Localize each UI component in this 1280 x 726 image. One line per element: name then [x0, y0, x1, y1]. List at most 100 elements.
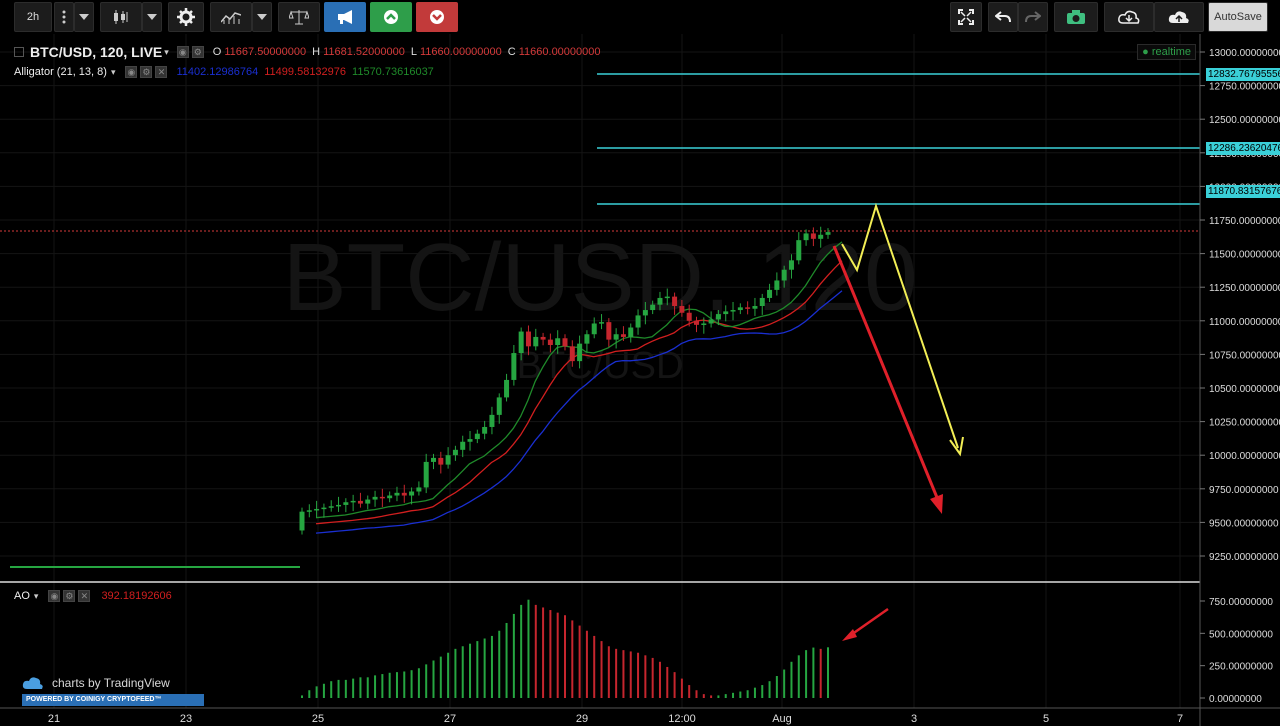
ao-bar	[483, 638, 486, 698]
ao-bar	[797, 655, 800, 698]
chart-canvas[interactable]: BTC/USD, 120 BTC/USD 13000.00000000 12750…	[0, 34, 1280, 726]
candle-body	[767, 289, 773, 298]
ao-bar	[622, 650, 625, 698]
price-tick-label: 11000.00000000	[1209, 317, 1280, 328]
ao-title[interactable]: AO	[14, 590, 30, 602]
high-value: 11681.52000000	[323, 46, 405, 58]
price-axis[interactable]: 13000.00000000 12750.00000000 12500.000000…	[1200, 48, 1280, 563]
candle-body	[664, 296, 670, 299]
candle-body	[511, 353, 517, 380]
ao-bar	[710, 695, 713, 698]
interval-button[interactable]: 2h	[14, 2, 52, 32]
yellow-forecast-path[interactable]	[841, 202, 964, 457]
time-tick-label: 3	[911, 713, 917, 725]
tradingview-logo[interactable]: charts by TradingView	[22, 676, 170, 690]
ao-legend[interactable]: AO ▾ ◉ ⚙ ✕ 392.18192606	[14, 590, 172, 602]
ao-bar	[717, 695, 720, 698]
more-vertical-icon[interactable]	[54, 2, 74, 32]
symbol-chevron-icon[interactable]: ▾	[164, 46, 169, 57]
main-legend[interactable]: BTC/USD, 120, LIVE ▾ ◉ ⚙ O 11667.5000000…	[14, 44, 601, 60]
alligator-chevron-icon[interactable]: ▾	[110, 66, 116, 77]
red-forecast-arrow[interactable]	[832, 245, 943, 514]
cloud-download-icon[interactable]	[1104, 2, 1154, 32]
indicators-chevron-icon[interactable]	[252, 2, 272, 32]
candle-body	[818, 234, 824, 239]
sell-down-chevron-icon[interactable]	[416, 2, 458, 32]
ao-chevron-icon[interactable]: ▾	[33, 590, 39, 601]
alligator-settings-icon[interactable]: ⚙	[140, 66, 153, 78]
ao-bar	[658, 661, 661, 698]
candle-body	[350, 500, 356, 503]
ao-settings-icon[interactable]: ⚙	[63, 590, 76, 602]
close-value: 11660.00000000	[518, 46, 601, 58]
realtime-badge[interactable]: ● realtime	[1137, 44, 1196, 60]
candle-body	[474, 433, 480, 440]
buy-up-chevron-icon[interactable]	[370, 2, 412, 32]
level-tag-3: 11870.83157676	[1206, 185, 1280, 198]
candle-body	[555, 338, 561, 345]
tradingview-text: charts by TradingView	[52, 676, 170, 690]
ao-bar	[337, 679, 340, 698]
top-toolbar: 2h AutoSav	[0, 0, 1280, 34]
ao-bar	[542, 607, 545, 698]
chart-style-chevron-icon[interactable]	[142, 2, 162, 32]
candle-body	[584, 334, 590, 344]
candles-style-icon[interactable]	[100, 2, 142, 32]
alligator-eye-icon[interactable]: ◉	[125, 66, 138, 78]
candle-body	[715, 314, 721, 320]
symbol-title[interactable]: BTC/USD, 120, LIVE	[30, 44, 163, 60]
candle-body	[328, 506, 334, 508]
alligator-close-icon[interactable]: ✕	[155, 66, 168, 78]
fullscreen-icon[interactable]	[950, 2, 982, 32]
eye-icon[interactable]: ◉	[176, 46, 189, 58]
compare-scale-icon[interactable]	[278, 2, 320, 32]
candle-body	[518, 331, 524, 354]
ao-bar	[571, 620, 574, 698]
ao-bar	[673, 672, 676, 698]
price-tick-label: 12750.00000000	[1209, 82, 1280, 93]
high-label: H	[312, 46, 321, 58]
settings-gear-icon[interactable]	[168, 2, 204, 32]
time-tick-label: 5	[1043, 713, 1049, 725]
ao-red-arrow[interactable]	[842, 607, 889, 641]
ao-bar	[359, 677, 362, 698]
open-value: 11667.50000000	[224, 46, 307, 58]
cloud-upload-icon[interactable]	[1154, 2, 1204, 32]
ao-bar	[301, 695, 303, 698]
time-tick-label: 12:00	[668, 713, 696, 725]
candle-body	[752, 306, 758, 309]
candle-body	[533, 336, 539, 347]
time-tick-label: 29	[576, 713, 588, 725]
collapse-box-icon[interactable]	[14, 47, 24, 57]
ao-close-icon[interactable]: ✕	[78, 590, 91, 602]
ao-value: 392.18192606	[101, 590, 172, 602]
settings-small-icon[interactable]: ⚙	[191, 46, 204, 58]
ao-bar	[476, 641, 479, 698]
ao-eye-icon[interactable]: ◉	[48, 590, 61, 602]
candle-body	[379, 496, 385, 499]
candle-body	[759, 297, 765, 307]
alligator-title[interactable]: Alligator (21, 13, 8)	[14, 66, 107, 78]
camera-snapshot-icon[interactable]	[1054, 2, 1098, 32]
candle-body	[686, 312, 692, 321]
undo-icon[interactable]	[988, 2, 1018, 32]
autosave-button[interactable]: AutoSave	[1208, 2, 1268, 32]
time-axis[interactable]: 21 23 25 27 29 12:00 Aug 3 5 7	[48, 713, 1183, 725]
horizontal-levels[interactable]	[597, 73, 1200, 205]
redo-icon[interactable]	[1018, 2, 1048, 32]
price-tick-label: 11750.00000000	[1209, 216, 1280, 227]
ao-bar	[695, 690, 698, 698]
announcement-megaphone-icon[interactable]	[324, 2, 366, 32]
chart-area[interactable]: BTC/USD, 120 BTC/USD 13000.00000000 12750…	[0, 34, 1280, 726]
candle-body	[781, 269, 787, 281]
tradingview-cloud-icon	[22, 677, 43, 689]
alligator-legend[interactable]: Alligator (21, 13, 8) ▾ ◉ ⚙ ✕ 11402.1298…	[14, 66, 434, 78]
candle-body	[357, 500, 363, 504]
ao-bar	[454, 648, 457, 698]
indicators-icon[interactable]	[210, 2, 252, 32]
interval-dropdown-chevron-icon[interactable]	[74, 2, 94, 32]
candle-body	[504, 379, 510, 398]
candle-body	[635, 315, 641, 328]
ao-axis[interactable]: 750.00000000 500.00000000 250.00000000 0.00…	[1200, 597, 1273, 705]
ao-bar	[322, 683, 325, 698]
